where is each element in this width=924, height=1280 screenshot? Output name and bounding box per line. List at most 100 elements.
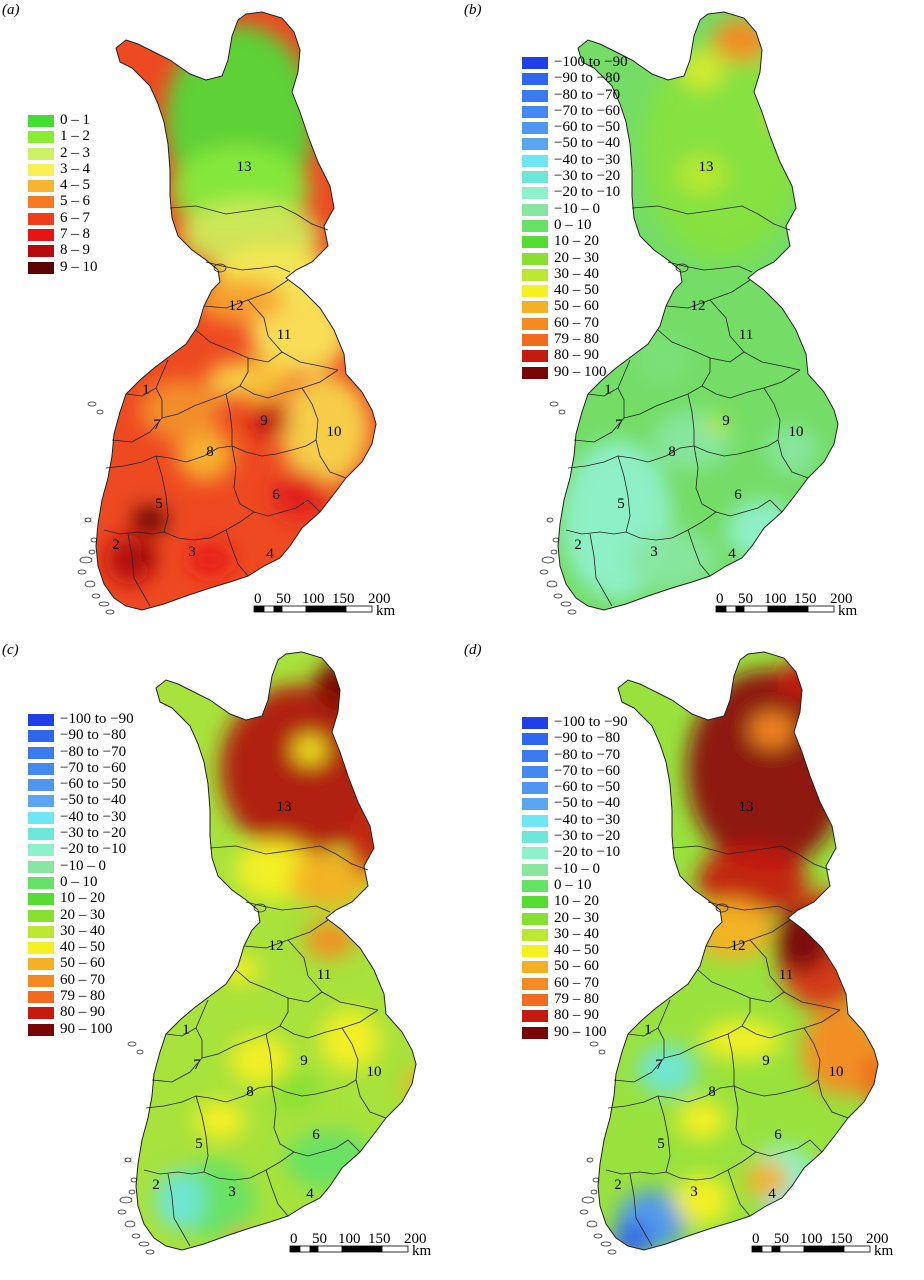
region-label-13: 13	[237, 159, 252, 175]
legend-label: −90 to −80	[554, 730, 621, 747]
region-border	[623, 358, 711, 419]
region-border	[231, 445, 321, 517]
scale-unit: km	[838, 603, 858, 619]
legend-swatch	[522, 717, 548, 729]
panel-label-d: (d)	[464, 642, 482, 658]
legend-swatch	[28, 991, 54, 1004]
legend-swatch	[522, 945, 548, 958]
legend-swatch	[522, 928, 548, 941]
legend-swatch	[28, 762, 54, 775]
island-outline	[253, 903, 267, 913]
region-border	[589, 533, 613, 607]
region-label-5: 5	[155, 496, 163, 512]
region-border	[245, 901, 331, 913]
island-outline	[598, 1049, 606, 1055]
island-outline	[675, 263, 689, 273]
region-label-5: 5	[657, 1136, 665, 1152]
legend-swatch	[28, 212, 54, 225]
legend-label: 10 – 20	[554, 893, 599, 910]
legend-label: 80 – 90	[60, 1004, 105, 1021]
region-label-12: 12	[691, 298, 706, 314]
legend-swatch	[522, 138, 548, 151]
island-outline	[84, 580, 96, 588]
legend-swatch	[28, 229, 54, 242]
region-border	[235, 969, 323, 1003]
finland-outline	[95, 11, 377, 611]
legend-swatch	[28, 180, 54, 193]
legend-swatch	[522, 912, 548, 925]
region-border	[667, 261, 753, 273]
legend-swatch	[522, 831, 548, 844]
legend-swatch	[28, 163, 54, 176]
region-border	[657, 1095, 671, 1173]
legend-swatch	[28, 131, 54, 144]
region-border	[155, 455, 169, 533]
scale-unit: km	[874, 1243, 894, 1259]
region-label-10: 10	[327, 424, 342, 440]
legend-swatch	[522, 334, 548, 347]
region-border	[195, 1095, 209, 1173]
region-border	[209, 845, 369, 871]
region-border	[613, 1027, 665, 1083]
legend-swatch	[522, 814, 548, 827]
legend-swatch	[522, 57, 548, 69]
island-outline	[586, 1157, 594, 1163]
legend-label: −80 to −70	[554, 86, 621, 103]
region-border	[607, 1085, 735, 1109]
legend-swatch	[28, 974, 54, 987]
island-outline	[98, 601, 110, 607]
region-label-7: 7	[193, 1057, 201, 1073]
legend-swatch	[522, 187, 548, 200]
region-border	[195, 329, 283, 363]
finland-outline	[557, 11, 839, 611]
region-border	[629, 1173, 653, 1247]
island-outline	[90, 537, 98, 543]
legend-swatch	[28, 714, 54, 726]
region-border	[127, 533, 151, 607]
legend-label: −20 to −10	[554, 184, 621, 201]
region-border	[151, 1027, 203, 1083]
legend-label: 30 – 40	[554, 925, 599, 942]
region-border	[605, 1151, 757, 1181]
legend-label: −70 to −60	[554, 762, 621, 779]
scale-tick-200: 200	[368, 591, 391, 607]
legend-swatch	[522, 1026, 548, 1039]
legend-label: 20 – 30	[554, 909, 599, 926]
region-label-6: 6	[734, 487, 742, 503]
legend-label: 90 – 100	[554, 363, 607, 380]
scale-tick-0: 0	[254, 591, 262, 607]
legend-label: 60 – 70	[60, 971, 105, 988]
legend-label: 20 – 30	[60, 906, 105, 923]
region-label-5: 5	[195, 1136, 203, 1152]
panel-d: (d) 1 2 3 4 5 6 7 8 9 10 11 12 13 0 50 100 150 200 km −100 t…	[462, 640, 924, 1280]
region-border	[265, 1169, 289, 1217]
region-label-8: 8	[668, 444, 676, 460]
legend-label: −100 to −90	[554, 54, 628, 70]
region-border	[693, 439, 779, 457]
island-outline	[79, 556, 93, 564]
region-label-2: 2	[112, 537, 120, 553]
panel-c: (c) 1 2 3 4 5 6 7 8 9 10 11 12 13 0 50 100 150 200 km −100 t…	[0, 640, 462, 1280]
region-border	[697, 969, 785, 1003]
finland-outline	[597, 651, 879, 1251]
island-outline	[549, 401, 559, 407]
scale-tick-100: 100	[800, 1231, 823, 1247]
island-outline	[589, 1041, 599, 1047]
island-outline	[119, 1196, 133, 1204]
island-outline	[558, 409, 566, 415]
scale-tick-150: 150	[794, 591, 817, 607]
panel-label-a: (a)	[2, 2, 20, 18]
legend-label: −30 to −20	[60, 825, 127, 842]
region-label-6: 6	[312, 1127, 320, 1143]
island-outline	[96, 409, 104, 415]
legend-label: 40 – 50	[60, 939, 105, 956]
region-label-1: 1	[142, 382, 150, 398]
legend-label: 30 – 40	[554, 265, 599, 282]
legend-swatch	[522, 749, 548, 762]
legend-label: −30 to −20	[554, 168, 621, 185]
region-label-5: 5	[617, 496, 625, 512]
region-border	[727, 1033, 735, 1086]
region-border	[733, 1079, 819, 1097]
